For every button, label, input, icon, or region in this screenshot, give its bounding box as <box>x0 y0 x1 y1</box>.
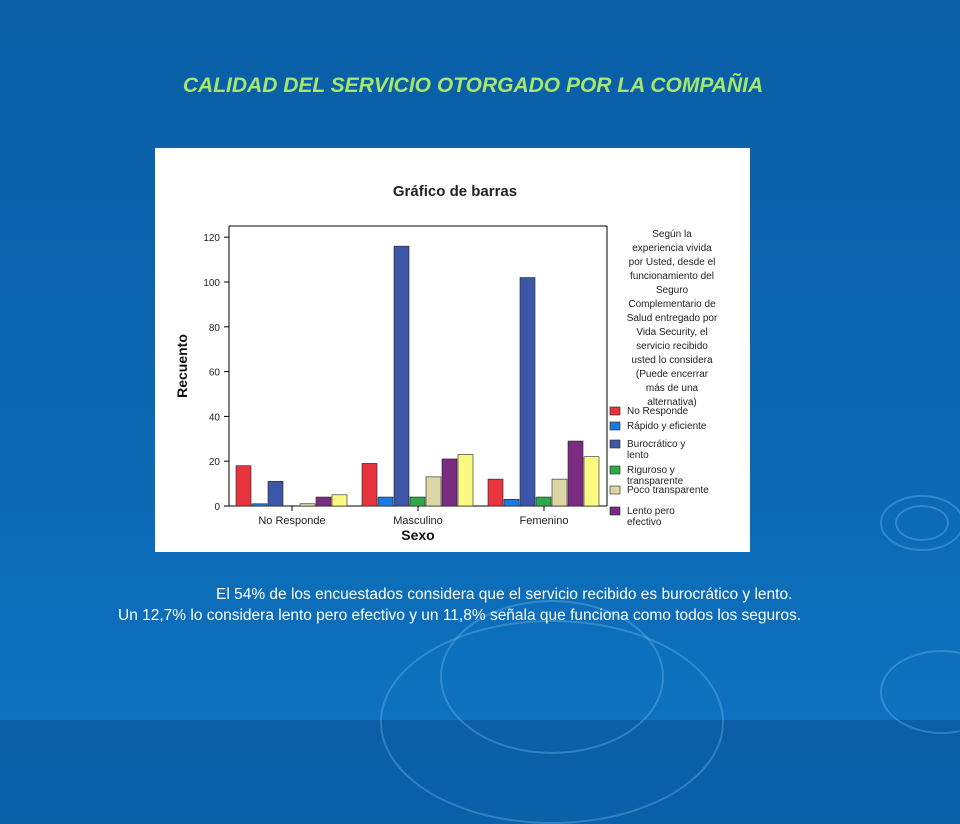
legend-label: Riguroso y <box>627 465 675 476</box>
legend-swatch <box>609 465 621 475</box>
y-axis-label: Recuento <box>174 334 190 398</box>
y-tick-label: 60 <box>209 368 221 379</box>
caption-text: El 54% de los encuestados considera que … <box>118 586 801 624</box>
legend-title-line: (Puede encerrar <box>636 369 709 380</box>
legend-title-line: experiencia vivida <box>632 243 712 254</box>
chart-title: Gráfico de barras <box>393 183 517 200</box>
bar <box>315 496 332 507</box>
bar <box>331 494 348 507</box>
legend-label: lento <box>627 450 649 461</box>
bar <box>503 498 520 507</box>
ripple-decoration <box>380 620 724 824</box>
bar <box>441 458 458 507</box>
bar <box>551 478 568 507</box>
bar <box>251 503 268 507</box>
legend-swatch <box>609 406 621 416</box>
slide-title: CALIDAD DEL SERVICIO OTORGADO POR LA COM… <box>182 74 764 97</box>
bar <box>409 496 426 507</box>
x-tick-label: No Responde <box>258 515 325 527</box>
bar <box>393 245 410 507</box>
legend-swatch <box>609 485 621 495</box>
bar <box>519 277 536 507</box>
legend-title-line: Según la <box>652 229 692 240</box>
x-axis-label: Sexo <box>401 527 434 543</box>
slide-caption: El 54% de los encuestados considera que … <box>118 584 808 626</box>
legend-label: Lento pero <box>627 506 675 517</box>
y-tick-label: 0 <box>214 502 220 513</box>
y-tick-label: 80 <box>209 323 221 334</box>
legend-title-line: por Usted, desde el <box>629 257 716 268</box>
y-tick-label: 20 <box>209 457 221 468</box>
legend-title-line: más de una <box>646 383 699 394</box>
bar <box>235 465 252 507</box>
bar <box>535 496 552 507</box>
bar <box>299 503 316 507</box>
legend-label: Poco transparente <box>627 485 709 496</box>
bar <box>567 440 584 507</box>
legend-swatch <box>609 421 621 431</box>
legend-title-line: funcionamiento del <box>630 271 714 282</box>
legend-label: efectivo <box>627 517 662 528</box>
x-tick-label: Femenino <box>520 515 569 527</box>
legend-swatch <box>609 439 621 449</box>
bar <box>457 454 474 507</box>
x-tick-label: Masculino <box>393 515 443 527</box>
bar <box>267 481 284 507</box>
legend-title-line: Vida Security, el <box>636 327 707 338</box>
ripple-decoration <box>880 650 960 734</box>
legend-title-line: alternativa) <box>647 397 696 408</box>
bar <box>583 456 600 507</box>
bar <box>425 476 442 507</box>
chart-panel: Gráfico de barras 0 20 40 60 80 100 120 Recuento… <box>155 148 750 552</box>
y-tick-label: 120 <box>203 233 220 244</box>
legend-title-line: servicio recibido <box>636 341 708 352</box>
bar <box>487 478 504 507</box>
y-tick-label: 100 <box>203 278 220 289</box>
legend-title-line: Complementario de <box>628 299 716 310</box>
bar <box>361 463 378 507</box>
legend-title-line: usted lo considera <box>631 355 713 366</box>
bar-chart: Gráfico de barras 0 20 40 60 80 100 120 Recuento… <box>174 183 718 543</box>
legend-title-line: Seguro <box>656 285 689 296</box>
ripple-decoration <box>880 495 960 551</box>
legend-title-line: Salud entregado por <box>627 313 718 324</box>
legend-label: No Responde <box>627 406 689 417</box>
legend-label: transparente <box>627 476 684 487</box>
legend-label: Burocrático y <box>627 439 685 450</box>
legend-swatch <box>609 506 621 516</box>
legend-label: Rápido y eficiente <box>627 421 707 432</box>
y-tick-label: 40 <box>209 412 221 423</box>
bar <box>377 496 394 507</box>
